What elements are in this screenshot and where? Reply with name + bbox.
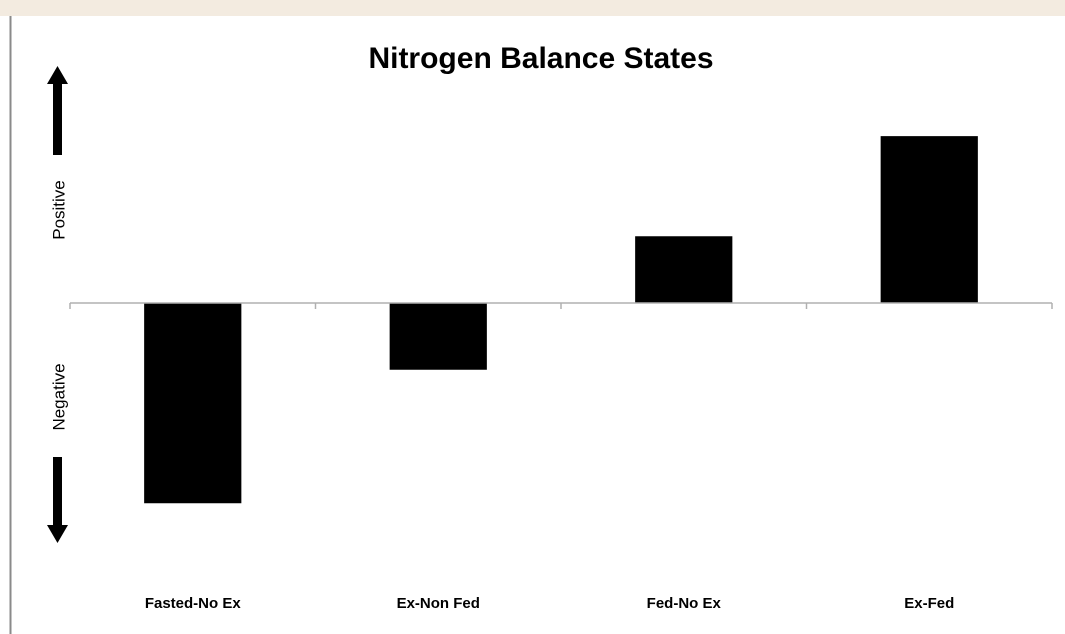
- top-frame: [0, 0, 1065, 16]
- negative-label: Negative: [49, 363, 68, 430]
- bar: [144, 303, 242, 504]
- down-arrow: [47, 457, 68, 543]
- chart-title: Nitrogen Balance States: [368, 42, 713, 75]
- x-tick-label: Fasted-No Ex: [145, 595, 242, 612]
- bar: [880, 136, 978, 303]
- x-tick-label: Ex-Fed: [904, 595, 954, 612]
- bar: [389, 303, 487, 370]
- x-tick-label: Ex-Non Fed: [397, 595, 480, 612]
- x-tick-label: Fed-No Ex: [647, 595, 722, 612]
- positive-label: Positive: [49, 180, 68, 240]
- up-arrow: [47, 66, 68, 155]
- bar: [635, 236, 733, 303]
